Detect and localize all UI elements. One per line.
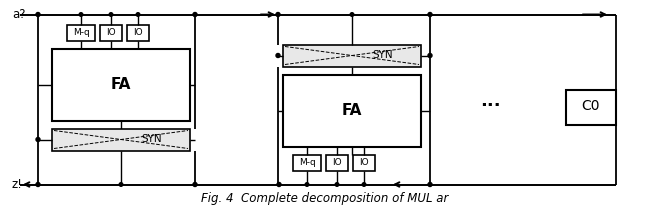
Text: SYN: SYN <box>372 51 393 61</box>
Circle shape <box>350 13 354 16</box>
Circle shape <box>276 53 280 57</box>
Circle shape <box>362 183 366 186</box>
Circle shape <box>428 182 432 187</box>
Circle shape <box>428 12 432 16</box>
Circle shape <box>136 13 140 16</box>
Circle shape <box>306 183 309 186</box>
Text: IO: IO <box>332 158 342 167</box>
Text: IO: IO <box>133 28 143 37</box>
Text: a?: a? <box>12 8 25 21</box>
Bar <box>283 74 421 146</box>
Text: ...: ... <box>480 93 500 110</box>
Bar <box>127 25 149 41</box>
Text: IO: IO <box>106 28 116 37</box>
Bar <box>353 155 375 171</box>
Circle shape <box>119 183 123 186</box>
Bar <box>283 45 421 67</box>
Bar <box>52 48 190 120</box>
Circle shape <box>335 183 339 186</box>
Circle shape <box>276 12 280 16</box>
Text: IO: IO <box>359 158 369 167</box>
Bar <box>293 155 321 171</box>
Circle shape <box>277 182 281 187</box>
Circle shape <box>109 13 113 16</box>
Text: SYN: SYN <box>141 135 162 145</box>
Text: FA: FA <box>111 77 131 92</box>
Bar <box>326 155 348 171</box>
Circle shape <box>193 12 197 16</box>
Bar <box>566 89 616 125</box>
Text: FA: FA <box>342 103 362 118</box>
Text: M-q: M-q <box>298 158 315 167</box>
Bar <box>52 129 190 151</box>
Circle shape <box>79 13 83 16</box>
Circle shape <box>428 53 432 57</box>
Circle shape <box>36 12 40 16</box>
Circle shape <box>193 182 197 187</box>
Text: C0: C0 <box>582 99 600 114</box>
Text: Fig. 4  Complete decomposition of MUL ar: Fig. 4 Complete decomposition of MUL ar <box>202 192 448 205</box>
Text: M-q: M-q <box>73 28 90 37</box>
Bar <box>67 25 95 41</box>
Circle shape <box>36 137 40 141</box>
Bar <box>100 25 122 41</box>
Circle shape <box>36 182 40 187</box>
Text: z!: z! <box>12 178 23 191</box>
